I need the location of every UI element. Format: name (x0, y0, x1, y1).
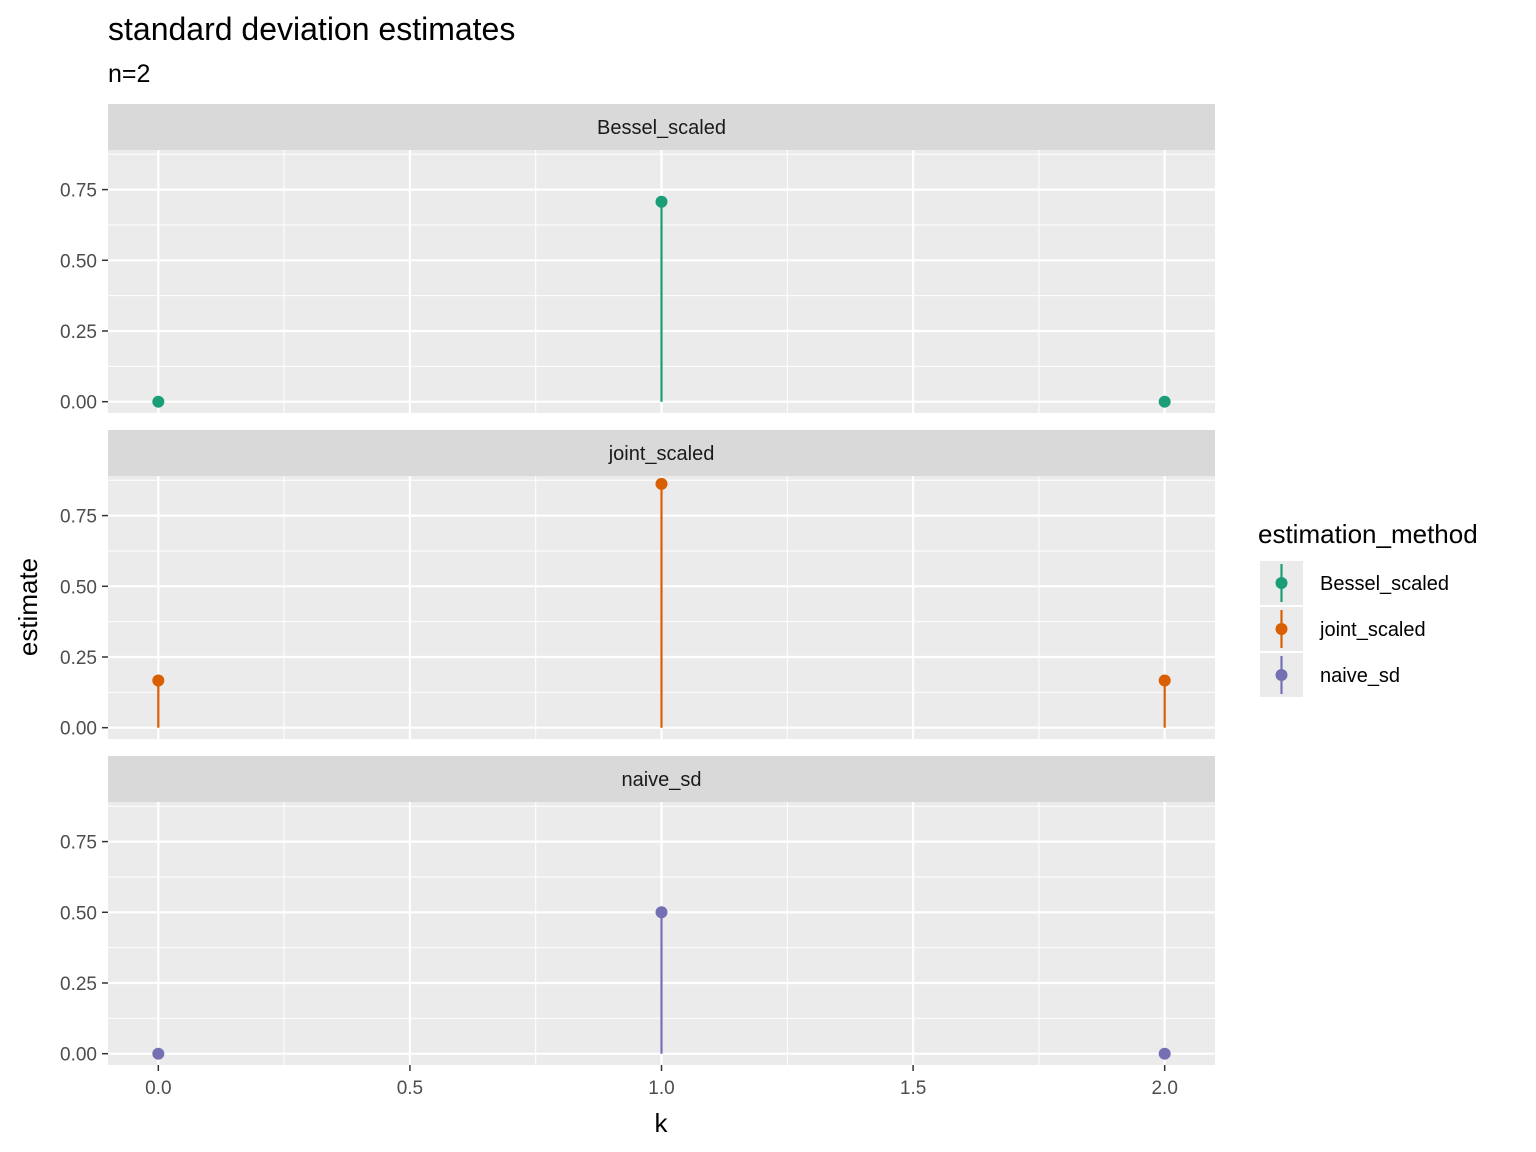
x-tick-label: 1.0 (648, 1078, 674, 1099)
y-tick-label: 0.00 (60, 1045, 97, 1066)
facet-strip (108, 104, 1215, 150)
legend-label: joint_scaled (1319, 619, 1426, 641)
x-axis: 0.0 0.5 1.0 1.5 2.0 (145, 1065, 1178, 1099)
x-tick-label: 0.5 (397, 1078, 423, 1099)
data-point (655, 195, 668, 208)
legend-key-point (1275, 623, 1288, 635)
y-axis-title: estimate (13, 558, 43, 656)
legend-label: naive_sd (1320, 665, 1400, 687)
x-tick-label: 1.5 (900, 1078, 926, 1099)
legend: estimation_method Bessel_scaled joint_sca… (1258, 519, 1478, 697)
facet-strip-label: Bessel_scaled (597, 117, 726, 139)
x-axis-title: k (655, 1108, 669, 1138)
data-point (152, 1047, 165, 1060)
data-point (1158, 395, 1171, 408)
chart-subtitle: n=2 (108, 60, 150, 88)
facet-naive_sd: naive_sd 0.00 0.25 0.50 0.75 (60, 756, 1215, 1066)
data-point (152, 674, 165, 687)
data-point (1158, 674, 1171, 687)
data-point (655, 906, 668, 919)
y-tick-label: 0.00 (60, 393, 97, 414)
facet-strip-label: joint_scaled (608, 443, 715, 465)
x-tick-label: 2.0 (1151, 1078, 1177, 1099)
legend-label: Bessel_scaled (1320, 573, 1449, 595)
legend-key-point (1275, 577, 1288, 589)
legend-title: estimation_method (1258, 519, 1478, 549)
y-tick-label: 0.25 (60, 974, 97, 995)
legend-key-point (1275, 669, 1288, 681)
chart-title: standard deviation estimates (108, 11, 515, 47)
legend-item: Bessel_scaled (1260, 561, 1449, 605)
y-tick-label: 0.75 (60, 507, 97, 528)
y-tick-label: 0.25 (60, 648, 97, 669)
facet-strip (108, 756, 1215, 802)
facet-panels: Bessel_scaled0.000.250.500.75joint_scale… (60, 104, 1215, 1066)
y-tick-label: 0.50 (60, 903, 97, 924)
legend-item: joint_scaled (1260, 607, 1426, 651)
y-tick-label: 0.00 (60, 719, 97, 740)
y-tick-label: 0.50 (60, 577, 97, 598)
x-tick-label: 0.0 (145, 1078, 171, 1099)
data-point (1158, 1047, 1171, 1060)
y-tick-label: 0.75 (60, 833, 97, 854)
facet-joint_scaled: joint_scaled 0.00 0.25 0.50 0.75 (60, 430, 1215, 740)
data-point (655, 477, 668, 490)
facet-Bessel_scaled: Bessel_scaled 0.00 0.25 0.50 0.75 (60, 104, 1215, 414)
facet-strip-label: naive_sd (621, 769, 701, 791)
legend-item: naive_sd (1260, 653, 1400, 697)
legend-items: Bessel_scaled joint_scaled naive_sd (1260, 561, 1449, 697)
data-point (152, 395, 165, 408)
y-tick-label: 0.50 (60, 251, 97, 272)
y-tick-label: 0.75 (60, 181, 97, 202)
facet-strip (108, 430, 1215, 476)
y-tick-label: 0.25 (60, 322, 97, 343)
